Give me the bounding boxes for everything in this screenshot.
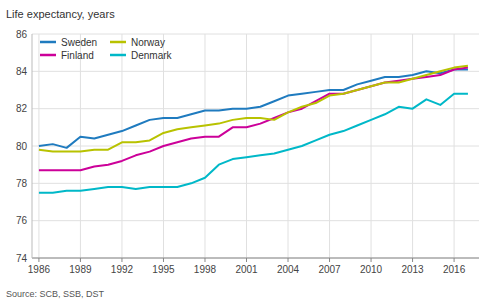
grid-line-x — [121, 34, 122, 258]
lines — [39, 66, 468, 193]
y-axis-line — [32, 34, 33, 258]
grid-line-x — [412, 34, 413, 258]
y-tick-label: 76 — [16, 215, 28, 226]
x-tick — [80, 258, 81, 262]
y-tick-label: 86 — [16, 29, 28, 40]
grid — [32, 34, 479, 258]
x-tick — [371, 258, 372, 262]
grid-line-y — [32, 220, 479, 221]
y-tick-label: 80 — [16, 141, 28, 152]
grid-line-x — [371, 34, 372, 258]
legend-swatch — [40, 54, 56, 57]
x-tick — [204, 258, 205, 262]
x-tick-label: 2013 — [401, 264, 424, 275]
grid-line-x — [204, 34, 205, 258]
grid-line-x — [329, 34, 330, 258]
grid-line-y — [32, 146, 479, 147]
grid-line-y — [32, 71, 479, 72]
grid-line-x — [288, 34, 289, 258]
legend-swatch — [110, 41, 126, 44]
x-tick-label: 2007 — [318, 264, 341, 275]
axes: 74 76 78 80 82 84 86 1986 1989 1992 1995 1998 2001 20… — [16, 29, 479, 276]
grid-line-x — [80, 34, 81, 258]
legend: Sweden Finland Norway Denmark — [40, 37, 173, 61]
y-axis-label: Life expectancy, years — [6, 8, 115, 20]
legend-swatch — [110, 54, 126, 57]
chart: 74 76 78 80 82 84 86 1986 1989 1992 1995 1998 2001 20… — [0, 0, 491, 303]
x-tick-label: 2001 — [235, 264, 258, 275]
y-tick-label: 78 — [16, 178, 28, 189]
x-tick — [163, 258, 164, 262]
legend-label: Sweden — [61, 37, 97, 48]
series-line — [39, 94, 468, 193]
x-tick — [246, 258, 247, 262]
x-tick-label: 2016 — [443, 264, 466, 275]
x-tick-label: 1995 — [152, 264, 175, 275]
x-axis-line — [32, 258, 479, 259]
x-tick-label: 1989 — [69, 264, 92, 275]
x-tick — [454, 258, 455, 262]
series-line — [39, 66, 468, 152]
grid-line-y — [32, 258, 479, 259]
legend-label: Norway — [131, 37, 165, 48]
x-tick — [329, 258, 330, 262]
x-tick-label: 1986 — [28, 264, 51, 275]
y-tick-label: 84 — [16, 66, 28, 77]
x-tick-label: 2010 — [360, 264, 383, 275]
x-tick — [412, 258, 413, 262]
x-tick — [288, 258, 289, 262]
x-tick — [121, 258, 122, 262]
y-tick-label: 82 — [16, 103, 28, 114]
x-tick-label: 1992 — [111, 264, 134, 275]
x-tick-label: 2004 — [277, 264, 300, 275]
x-tick-label: 1998 — [194, 264, 217, 275]
grid-line-x — [246, 34, 247, 258]
x-tick — [38, 258, 39, 262]
legend-label: Finland — [61, 50, 94, 61]
legend-label: Denmark — [131, 50, 173, 61]
source-note: Source: SCB, SSB, DST — [6, 289, 105, 299]
legend-swatch — [40, 41, 56, 44]
grid-line-y — [32, 183, 479, 184]
grid-line-y — [32, 34, 479, 35]
y-tick-label: 74 — [16, 253, 28, 264]
